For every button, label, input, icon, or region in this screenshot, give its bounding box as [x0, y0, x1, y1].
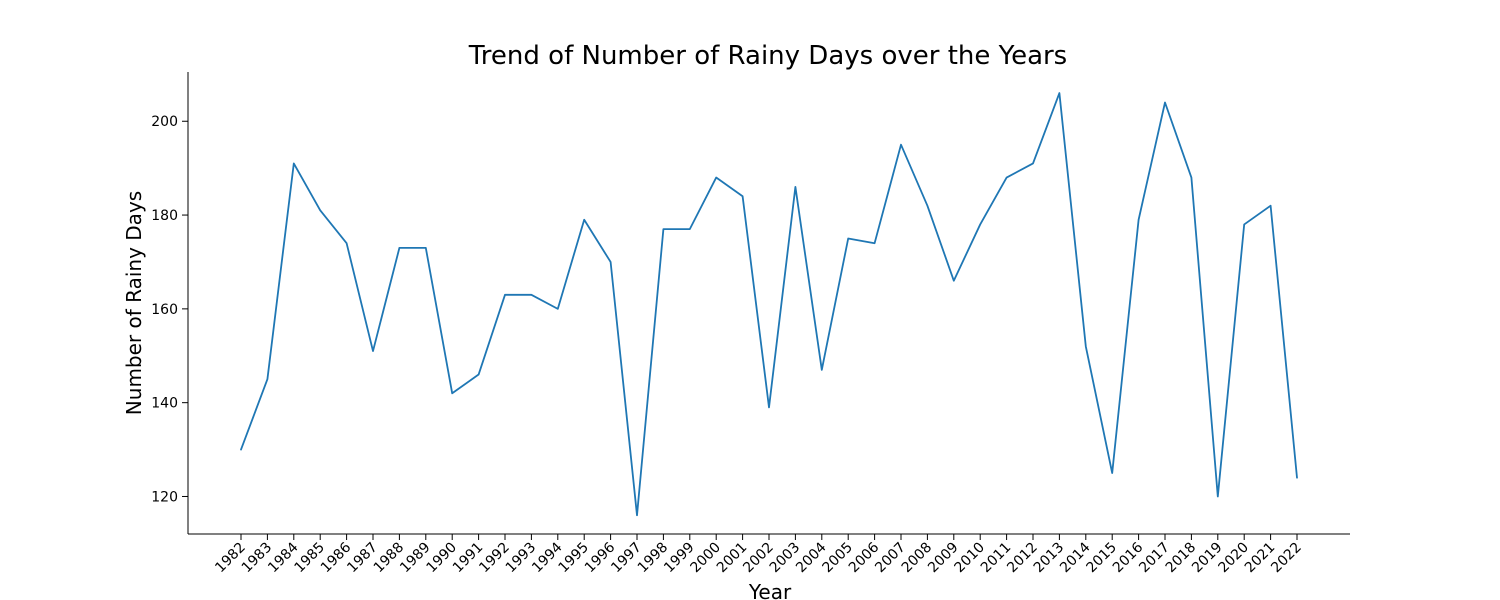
data-point: [951, 278, 957, 284]
y-tick-label: 200: [151, 114, 178, 130]
data-point: [1162, 99, 1168, 105]
data-point: [634, 512, 640, 518]
x-axis-label: Year: [748, 580, 792, 600]
data-point: [291, 160, 297, 166]
data-point: [1268, 203, 1274, 209]
data-point: [396, 245, 402, 251]
data-point: [423, 245, 429, 251]
data-point: [713, 175, 719, 181]
data-point: [317, 207, 323, 213]
data-point: [872, 240, 878, 246]
data-point: [924, 203, 930, 209]
data-point: [264, 376, 270, 382]
data-point: [766, 404, 772, 410]
data-point: [581, 217, 587, 223]
data-point: [792, 184, 798, 190]
y-axis-ticks: 120 140 160 180 200: [151, 114, 188, 505]
y-tick-label: 120: [151, 489, 178, 505]
data-point: [1241, 221, 1247, 227]
data-point: [1030, 160, 1036, 166]
data-point: [1109, 470, 1115, 476]
x-tick-label: 2022: [1268, 540, 1305, 577]
data-point: [740, 193, 746, 199]
data-point: [977, 221, 983, 227]
x-axis-ticks: 1982198319841985198619871988198919901991…: [212, 534, 1305, 576]
data-point: [344, 240, 350, 246]
data-point: [1004, 175, 1010, 181]
data-point: [1188, 175, 1194, 181]
data-point: [1136, 217, 1142, 223]
data-point: [608, 259, 614, 265]
series-group: [238, 90, 1300, 518]
data-point: [1294, 475, 1300, 481]
data-point: [687, 226, 693, 232]
chart-title: Trend of Number of Rainy Days over the Y…: [468, 41, 1067, 71]
y-tick-label: 140: [151, 396, 178, 412]
y-axis-label: Number of Rainy Days: [122, 191, 146, 415]
data-point: [660, 226, 666, 232]
y-tick-label: 160: [151, 302, 178, 318]
data-point: [1056, 90, 1062, 96]
data-point: [528, 292, 534, 298]
data-point: [502, 292, 508, 298]
data-point: [819, 367, 825, 373]
data-point: [1215, 493, 1221, 499]
data-point: [898, 142, 904, 148]
data-point: [238, 447, 244, 453]
series-line: [240, 92, 1298, 517]
data-point: [1083, 343, 1089, 349]
y-tick-label: 180: [151, 208, 178, 224]
data-point: [555, 306, 561, 312]
data-point: [449, 390, 455, 396]
data-point: [370, 348, 376, 354]
data-point: [845, 236, 851, 242]
data-point: [476, 372, 482, 378]
